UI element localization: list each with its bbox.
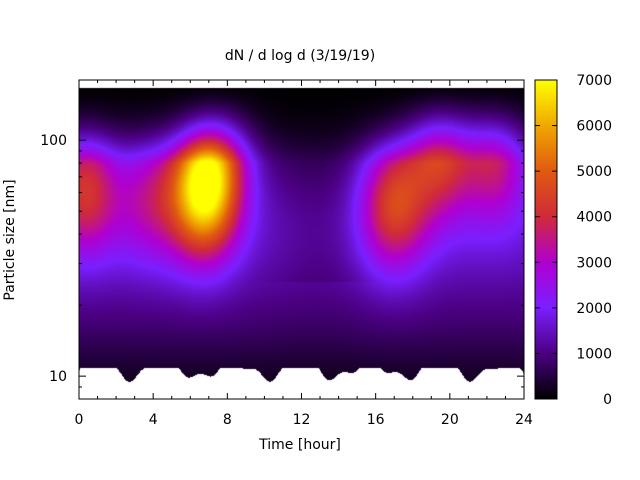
- colorbar: 0 1000 2000 3000 4000 5000 6000 7000: [534, 73, 612, 408]
- x-axis-label: Time [hour]: [258, 437, 341, 453]
- chart-title: dN / d log d (3/19/19): [225, 48, 375, 64]
- x-axis-ticks: 0 4 8 12 16 20 24: [75, 80, 533, 428]
- colorbar-tick-label: 5000: [576, 164, 612, 180]
- y-tick-label: 100: [40, 133, 67, 149]
- colorbar-ticks: 0 1000 2000 3000 4000 5000 6000 7000: [535, 73, 612, 408]
- x-tick-label: 4: [149, 412, 158, 428]
- y-tick-label: 10: [49, 369, 67, 385]
- y-axis-label: Particle size [nm]: [2, 179, 18, 300]
- x-tick-label: 24: [515, 412, 533, 428]
- colorbar-tick-label: 3000: [576, 255, 612, 271]
- colorbar-tick-label: 0: [603, 392, 612, 408]
- x-tick-label: 8: [223, 412, 232, 428]
- colorbar-tick-label: 4000: [576, 210, 612, 226]
- x-tick-label: 20: [441, 412, 459, 428]
- colorbar-gradient: [534, 79, 558, 400]
- heatmap-image: [79, 80, 524, 399]
- colorbar-tick-label: 2000: [576, 301, 612, 317]
- y-axis-ticks: 10 100: [40, 133, 524, 400]
- colorbar-tick-label: 7000: [576, 73, 612, 89]
- colorbar-tick-label: 6000: [576, 119, 612, 135]
- colorbar-tick-label: 1000: [576, 346, 612, 362]
- heatmap-plot-area: [78, 79, 525, 400]
- x-tick-label: 12: [293, 412, 311, 428]
- x-tick-label: 16: [367, 412, 385, 428]
- x-tick-label: 0: [75, 412, 84, 428]
